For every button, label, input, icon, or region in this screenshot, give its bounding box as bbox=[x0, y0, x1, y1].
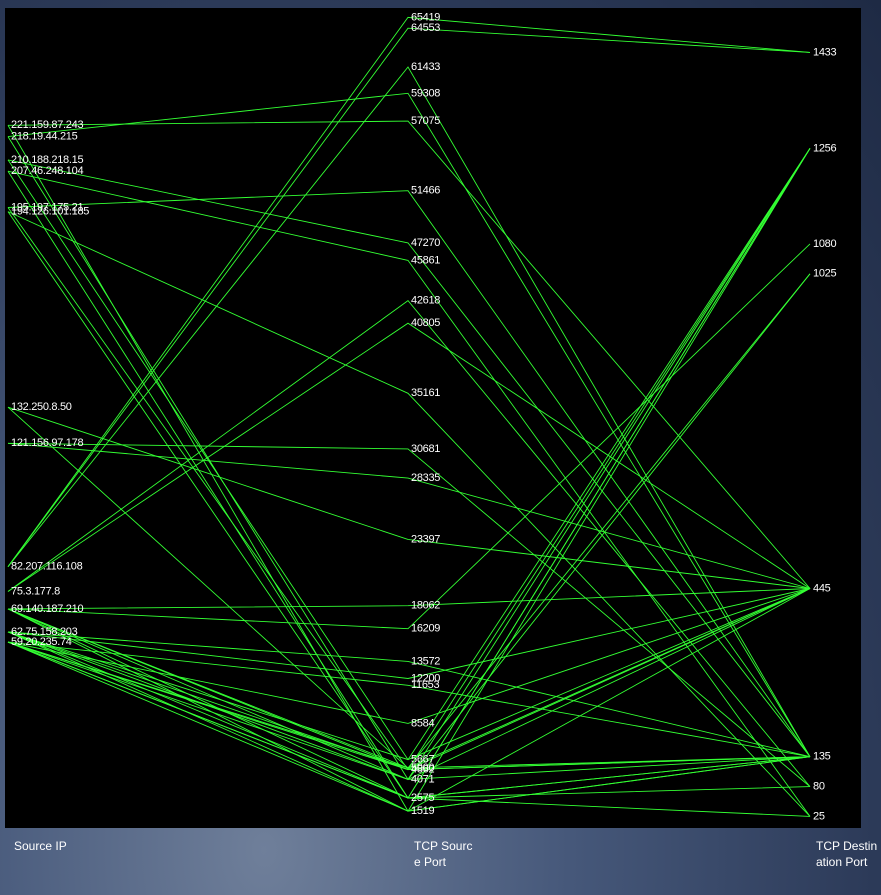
tick-label: 5667 bbox=[411, 754, 434, 766]
record-line bbox=[7, 631, 811, 780]
tick-label: 25 bbox=[813, 810, 825, 822]
tick-label: 42618 bbox=[411, 295, 440, 307]
record-line bbox=[7, 92, 811, 757]
record-line bbox=[7, 641, 811, 758]
tick-label: 132.250.8.50 bbox=[11, 401, 72, 413]
tick-label: 16209 bbox=[411, 623, 440, 635]
tick-label: 11653 bbox=[411, 679, 439, 691]
tick-label: 121.156.97.178 bbox=[11, 437, 83, 449]
record-line bbox=[7, 442, 811, 589]
record-line bbox=[7, 27, 811, 567]
tick-label: 57075 bbox=[411, 115, 440, 127]
tick-label: 195.197.175.21 bbox=[11, 201, 83, 213]
tick-label: 8584 bbox=[411, 717, 434, 729]
tick-label: 1433 bbox=[813, 46, 836, 58]
tick-label: 210.188.218.15 bbox=[11, 154, 83, 166]
tick-label: 65419 bbox=[411, 11, 440, 23]
tick-label: 30681 bbox=[411, 443, 440, 455]
tick-label: 1025 bbox=[813, 268, 836, 280]
tick-label: 23397 bbox=[411, 533, 440, 545]
record-line bbox=[7, 190, 811, 757]
tick-label: 4862 bbox=[411, 764, 434, 776]
record-line bbox=[7, 588, 811, 761]
tick-label: 59308 bbox=[411, 87, 440, 99]
record-line bbox=[7, 159, 811, 757]
tick-label: 207.46.248.104 bbox=[11, 165, 83, 177]
record-line bbox=[7, 16, 811, 567]
tick-label: 28335 bbox=[411, 472, 440, 484]
record-line bbox=[7, 442, 811, 787]
tick-label: 47270 bbox=[411, 237, 440, 249]
tick-label: 82.207.116.108 bbox=[11, 561, 83, 573]
tick-label: 64553 bbox=[411, 22, 440, 34]
record-line bbox=[7, 631, 811, 758]
axis-name: TCP Destination Port bbox=[816, 839, 878, 869]
tick-label: 218.19.44.215 bbox=[11, 130, 78, 142]
record-line bbox=[7, 588, 811, 724]
record-line bbox=[7, 406, 811, 589]
tick-label: 40805 bbox=[411, 317, 440, 329]
tick-label: 51466 bbox=[411, 185, 440, 197]
tick-label: 45861 bbox=[411, 254, 440, 266]
record-line bbox=[7, 211, 811, 817]
tick-label: 35161 bbox=[411, 387, 440, 399]
record-line bbox=[7, 322, 811, 592]
tick-label: 80 bbox=[813, 780, 825, 792]
tick-label: 12200 bbox=[411, 672, 440, 684]
tick-label: 62.75.158.203 bbox=[11, 626, 78, 638]
tick-label: 5000 bbox=[411, 762, 434, 774]
tick-label: 2575 bbox=[411, 792, 434, 804]
tick-label: 135 bbox=[813, 751, 831, 763]
tick-label: 59.20.235.74 bbox=[11, 636, 72, 648]
tick-label: 4071 bbox=[411, 773, 434, 785]
record-line bbox=[7, 170, 811, 817]
tick-label: 1519 bbox=[411, 805, 434, 817]
tick-label: 1080 bbox=[813, 238, 836, 250]
record-line bbox=[7, 588, 811, 610]
plot-background bbox=[5, 8, 861, 828]
record-line bbox=[7, 608, 811, 771]
axis-name: TCP Source Port bbox=[414, 839, 473, 869]
tick-label: 18062 bbox=[411, 600, 440, 612]
tick-label: 13572 bbox=[411, 655, 440, 667]
tick-label: 445 bbox=[813, 582, 831, 594]
axis-name: Source IP bbox=[14, 839, 67, 853]
tick-label: 194.126.101.185 bbox=[11, 205, 89, 217]
record-line bbox=[7, 120, 811, 589]
tick-label: 75.3.177.8 bbox=[11, 585, 60, 597]
tick-label: 1256 bbox=[813, 142, 836, 154]
record-line bbox=[7, 66, 811, 757]
tick-label: 69.140.187.210 bbox=[11, 603, 83, 615]
record-line bbox=[7, 243, 811, 630]
record-line bbox=[7, 641, 811, 817]
record-line bbox=[7, 631, 811, 812]
tick-label: 221.159.87.243 bbox=[11, 119, 83, 131]
record-line bbox=[7, 588, 811, 679]
record-line bbox=[7, 588, 811, 769]
tick-label: 61433 bbox=[411, 61, 440, 73]
record-line bbox=[7, 299, 811, 787]
